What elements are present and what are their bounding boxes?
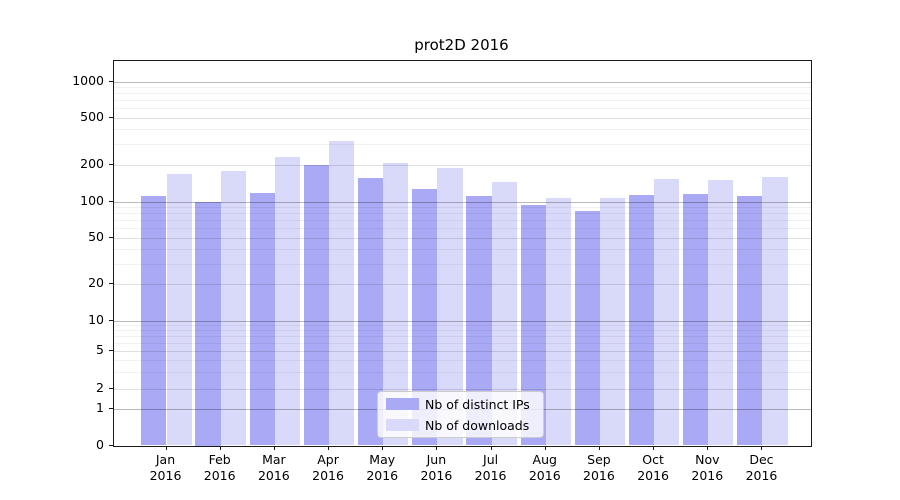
x-tick-label: Feb 2016 [203,451,236,483]
x-tick-label: Jan 2016 [149,451,182,483]
y-axis-tick [109,200,113,202]
bar-downloads [220,170,246,446]
x-tick-label: Nov 2016 [691,451,724,483]
bar-downloads [654,179,680,446]
bar-downloads [166,173,192,446]
x-axis-tick [544,445,546,450]
grid-line-minor [114,108,811,110]
bar-downloads [599,198,626,446]
x-axis-tick [436,445,438,450]
y-tick-label: 0 [96,436,104,452]
y-tick-label: 200 [80,156,104,171]
grid-line-minor [114,100,811,102]
x-tick-label: Aug 2016 [528,451,561,483]
bar-downloads [329,140,355,446]
bar-downloads [274,156,301,446]
x-axis-tick [707,445,709,450]
y-axis-tick [109,117,113,118]
x-tick-label: Apr 2016 [312,451,344,483]
bar-downloads [545,197,571,446]
y-axis-tick [109,283,113,285]
x-axis-tick [490,445,492,450]
y-axis-tick [109,444,113,446]
legend-entry: Nb of downloads [378,417,543,434]
y-axis-tick [109,349,113,351]
y-tick-label: 1000 [72,72,104,88]
y-tick-label: 50 [88,229,104,244]
x-tick-label: Dec 2016 [745,451,778,483]
grid-line-minor [114,87,811,89]
x-tick-label: Mar 2016 [257,451,290,483]
chart-title: prot2D 2016 [414,36,509,54]
legend-swatch [386,398,419,410]
grid-line-minor [114,129,811,131]
bar-distinct-ips [141,196,167,446]
x-axis-tick [761,445,763,450]
y-axis-tick [109,164,113,165]
grid-line-minor [114,144,811,146]
y-tick-label: 2 [96,380,104,396]
bar-downloads [762,177,788,446]
bar-downloads [708,180,734,446]
x-tick-label: Jun 2016 [420,451,453,483]
y-axis-tick [109,407,113,409]
grid-line-major [114,81,811,83]
legend-label: Nb of downloads [425,417,530,433]
x-axis-tick [598,445,600,450]
y-tick-label: 500 [80,109,104,124]
plot-area [113,60,812,447]
legend-label: Nb of distinct IPs [425,396,530,412]
x-axis-tick [273,445,275,450]
bar-distinct-ips [737,196,763,446]
bar-distinct-ips [683,193,709,446]
y-tick-label: 5 [96,341,104,357]
grid-line-mid [114,118,811,119]
grid-line-mid [114,165,811,166]
x-tick-label: Oct 2016 [637,451,670,483]
legend-entry: Nb of distinct IPs [378,396,543,413]
x-tick-label: Jul 2016 [474,451,507,483]
x-axis-tick [653,445,655,450]
y-tick-label: 1 [96,399,104,415]
y-axis-tick [109,80,113,82]
y-tick-label: 10 [88,311,104,327]
x-tick-label: Sep 2016 [583,451,615,483]
bar-distinct-ips [303,165,330,446]
bar-distinct-ips [574,210,600,446]
legend-swatch [386,419,419,431]
y-tick-label: 100 [80,192,104,208]
x-axis-tick [219,445,221,450]
y-axis-tick [109,388,113,390]
x-axis-tick [382,445,384,450]
x-axis-tick [328,445,330,450]
y-axis-tick [109,237,113,238]
x-tick-label: May 2016 [366,451,399,483]
bar-distinct-ips [628,195,655,446]
bar-distinct-ips [249,192,275,446]
y-axis-tick [109,319,113,321]
x-axis-tick [165,445,167,450]
legend: Nb of distinct IPs Nb of downloads [377,391,544,438]
grid-line-minor [114,93,811,95]
bar-distinct-ips [195,201,221,446]
y-tick-label: 20 [88,275,104,291]
